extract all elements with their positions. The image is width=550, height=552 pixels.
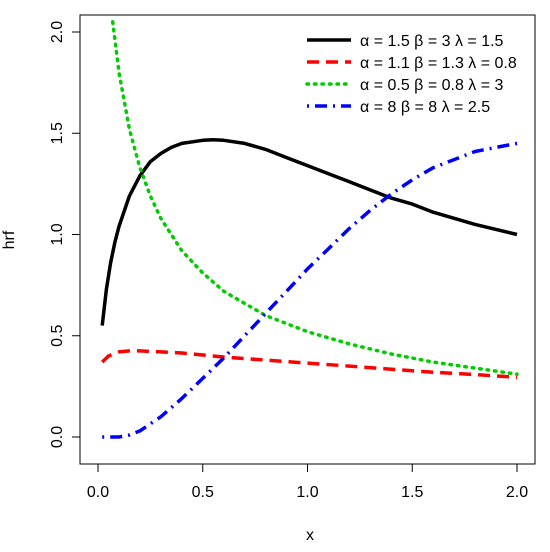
x-tick-label: 2.0 [506,484,528,501]
x-tick-label: 1.5 [401,484,423,501]
legend-label-2: α = 1.1 β = 1.3 λ = 0.8 [360,55,517,72]
x-axis-label: x [306,527,314,544]
x-tick-label: 0.5 [192,484,214,501]
x-tick-label: 0.0 [87,484,109,501]
y-axis: 0.0 0.5 1.0 1.5 2.0 [49,21,81,448]
y-tick-label: 2.0 [49,21,66,43]
y-tick-label: 0.0 [49,426,66,448]
series-line-4 [102,141,518,439]
y-tick-label: 1.5 [49,122,66,144]
y-tick-label: 1.0 [49,223,66,245]
y-axis-label: hrf [1,230,18,249]
series-line-2 [100,349,518,380]
legend-label-1: α = 1.5 β = 3 λ = 1.5 [360,33,504,50]
legend-label-4: α = 8 β = 8 λ = 2.5 [360,99,490,116]
x-axis: 0.0 0.5 1.0 1.5 2.0 [87,463,528,501]
y-tick-label: 0.5 [49,325,66,347]
legend-label-3: α = 0.5 β = 0.8 λ = 3 [360,77,504,94]
x-tick-label: 1.0 [296,484,318,501]
legend: α = 1.5 β = 3 λ = 1.5 α = 1.1 β = 1.3 λ =… [305,33,517,116]
series-line-3 [110,20,519,376]
series-layer [100,20,519,439]
series-line-1 [100,137,518,326]
